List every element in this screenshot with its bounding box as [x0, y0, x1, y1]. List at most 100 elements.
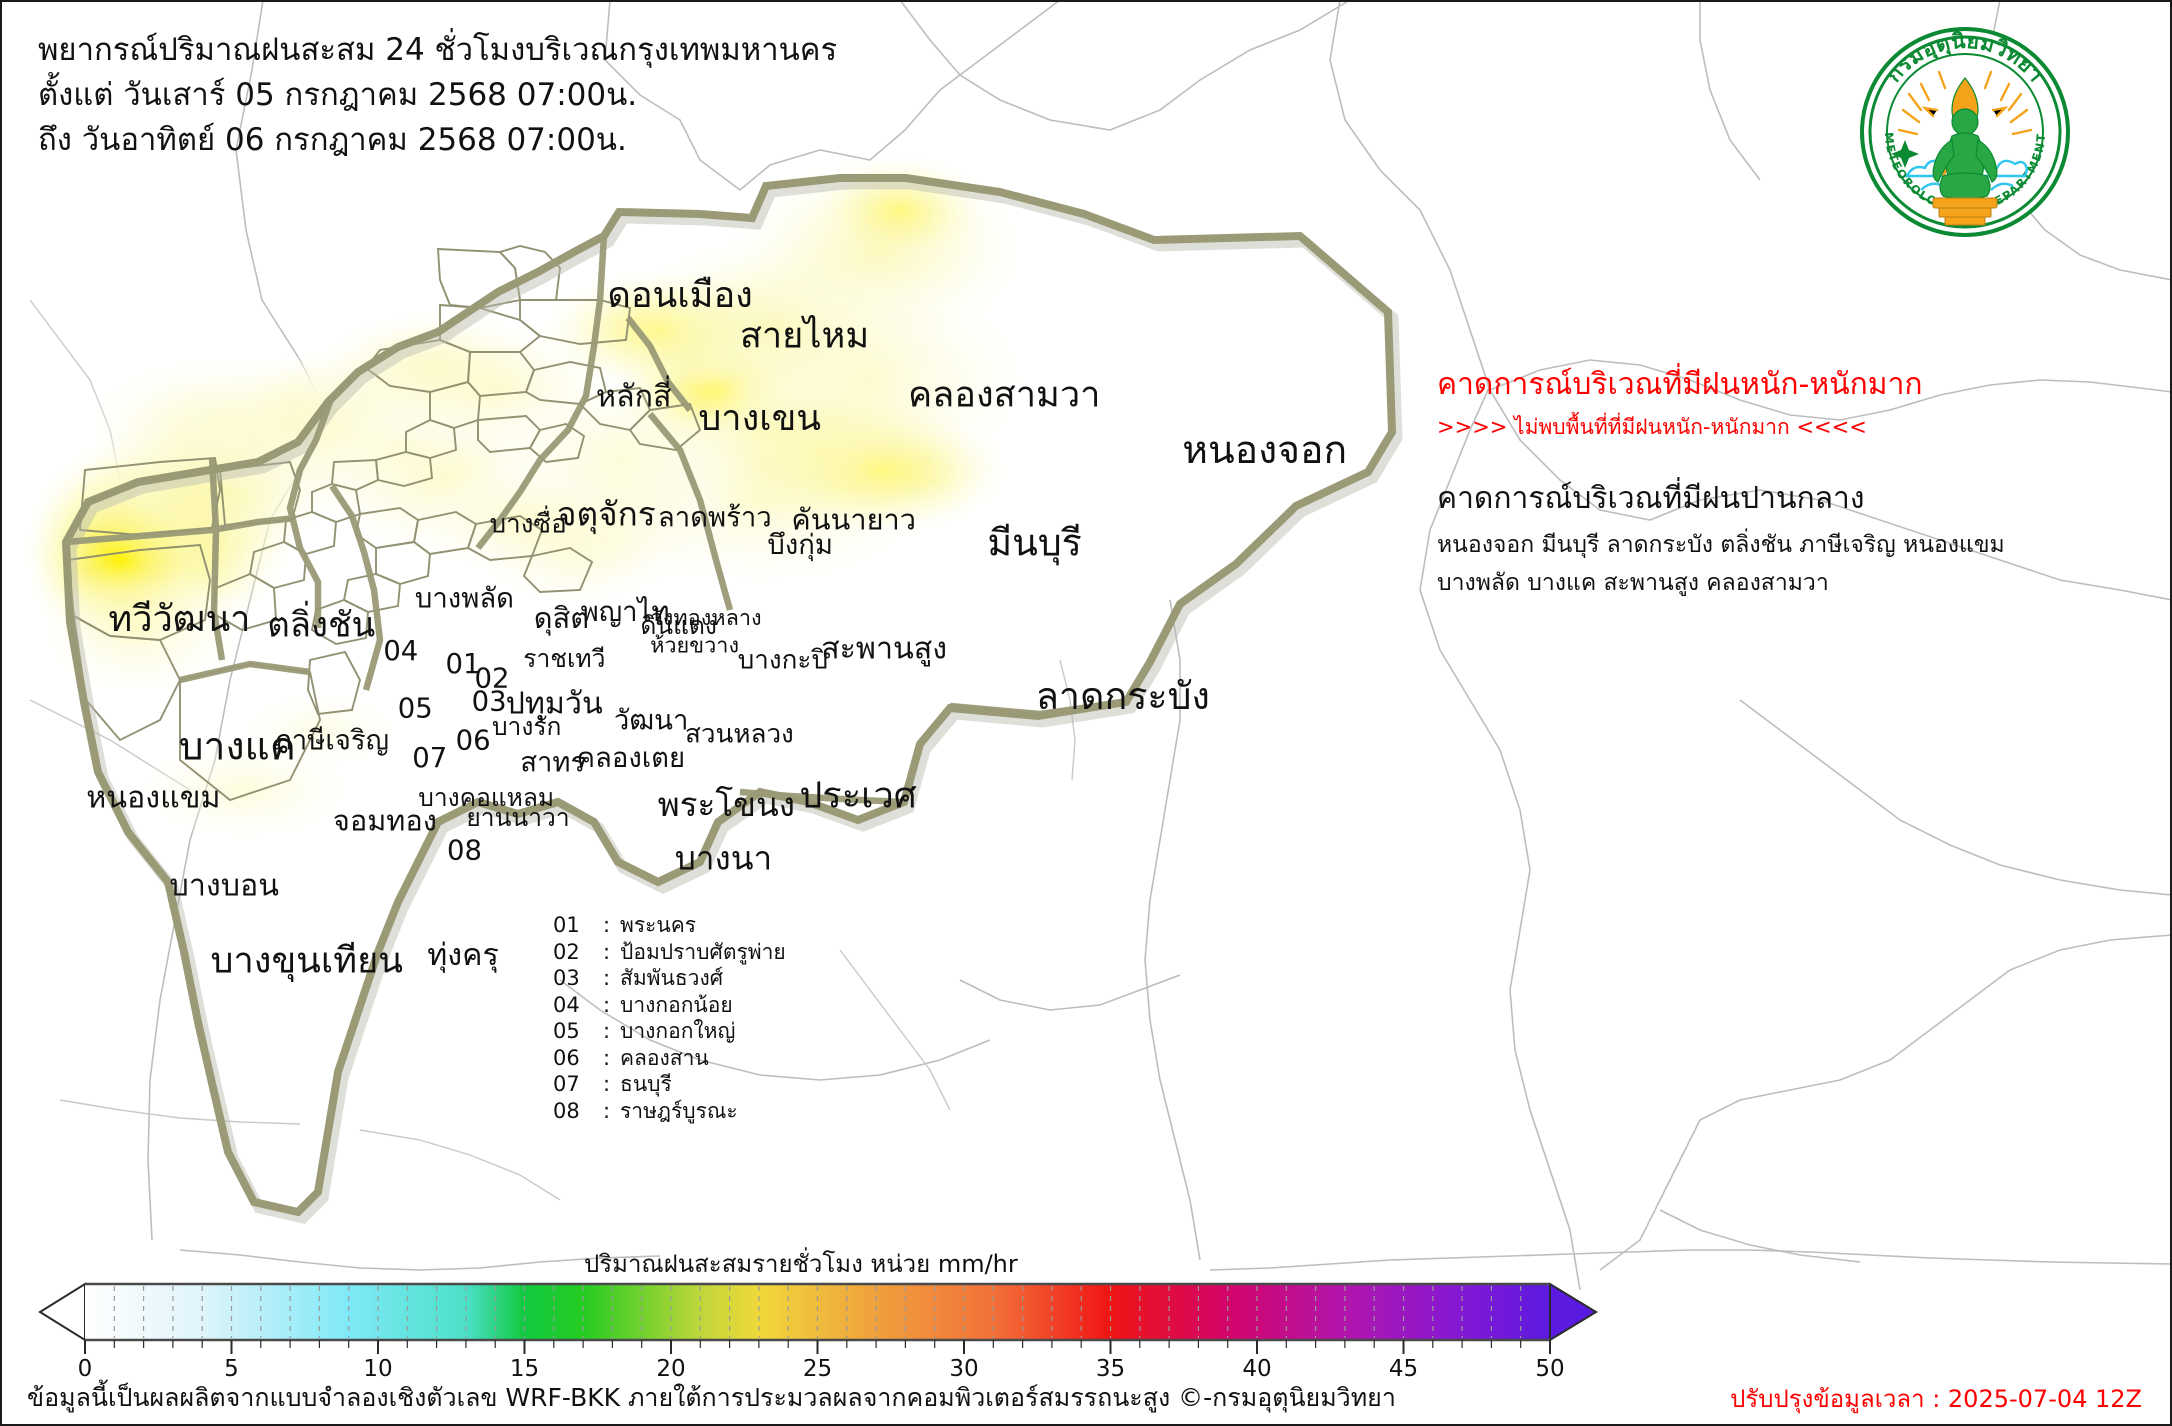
map-label: สวนหลวง [685, 719, 794, 749]
forecast-start-time: ตั้งแต่ วันเสาร์ 05 กรกฎาคม 2568 07:00น. [38, 77, 638, 113]
map-label: ดินแดง [640, 611, 717, 640]
district-number: 07 [553, 1072, 580, 1096]
colorbar-tick-label: 30 [949, 1356, 978, 1381]
numbered-district-row: 06: คลองสาน [553, 1045, 786, 1072]
footer-source-text: ข้อมูลนี้เป็นผลผลิตจากแบบจำลองเชิงตัวเลข… [27, 1383, 1396, 1412]
map-label: จอมทอง [333, 804, 437, 838]
colorbar-tick-label: 20 [656, 1356, 685, 1381]
map-label: คลองสามวา [908, 373, 1101, 416]
map-label: ทุ่งครุ [427, 938, 499, 974]
district-separator: : [603, 966, 611, 990]
colorbar-tick-label: 35 [1096, 1356, 1125, 1381]
colorbar-tick-label: 10 [363, 1356, 392, 1381]
colorbar-block: ปริมาณฝนสะสมรายชั่วโมง หน่วย mm/hr 0 5 10 1… [0, 1244, 1620, 1384]
colorbar-tick-label: 45 [1389, 1356, 1418, 1381]
district-separator: : [603, 992, 611, 1017]
district-separator: : [603, 1019, 611, 1043]
colorbar-title: ปริมาณฝนสะสมรายชั่วโมง หน่วย mm/hr [584, 1250, 1018, 1278]
map-label: บางรัก [492, 712, 562, 741]
map-label: บางแค [179, 725, 296, 770]
numbered-district-row: 02: ป้อมปราบศัตรูพ่าย [553, 939, 786, 966]
map-label: ประเวศ [799, 773, 916, 816]
map-label: บางคอแหลม [418, 783, 554, 812]
map-label: หนองแขม [86, 780, 220, 815]
footer-update-time: ปรับปรุงข้อมูลเวลา : 2025-07-04 12Z [1730, 1385, 2142, 1413]
district-number: 04 [553, 992, 580, 1017]
map-label: บางขุนเทียน [211, 938, 403, 982]
moderate-rain-districts-line-1: หนองจอก มีนบุรี ลาดกระบัง ตลิ่งชัน ภาษีเ… [1437, 532, 2005, 558]
map-label: 01 [446, 648, 481, 680]
map-label: บางเขน [698, 396, 821, 439]
map-label: บางพลัด [415, 583, 514, 615]
map-label: สาทร [520, 746, 585, 778]
district-number: 05 [553, 1019, 580, 1043]
map-label: 07 [412, 742, 447, 774]
numbered-district-row: 03: สัมพันธวงศ์ [553, 965, 786, 992]
page-title: พยากรณ์ปริมาณฝนสะสม 24 ชั่วโมงบริเวณกรุง… [38, 32, 838, 68]
forecast-summary-panel: คาดการณ์บริเวณที่มีฝนหนัก-หนักมาก >>>> ไ… [1437, 366, 2137, 602]
numbered-district-legend: 01: พระนคร 02: ป้อมปราบศัตรูพ่าย 03: สัมพันธว… [553, 912, 786, 1124]
map-label: ตลิ่งชัน [267, 601, 375, 646]
colorbar-tick-label: 50 [1535, 1356, 1564, 1381]
map-label: สะพานสูง [821, 631, 947, 666]
map-label: 02 [474, 662, 509, 694]
district-separator: : [603, 1072, 611, 1096]
district-name: สัมพันธวงศ์ [620, 966, 724, 990]
numbered-district-row: 07: ธนบุรี [553, 1071, 786, 1098]
map-label: วังทองหลาง [651, 606, 762, 631]
colorbar-tick-label: 5 [224, 1356, 239, 1381]
footer-bar: ข้อมูลนี้เป็นผลผลิตจากแบบจำลองเชิงตัวเลข… [0, 1372, 2172, 1424]
map-label: บางกะปิ [738, 646, 828, 676]
district-name: ธนบุรี [620, 1072, 672, 1096]
map-label: ยานนาวา [466, 803, 569, 832]
map-label: ภาษีเจริญ [274, 725, 389, 757]
forecast-end-time: ถึง วันอาทิตย์ 06 กรกฎาคม 2568 07:00น. [38, 122, 627, 158]
map-label: บึงกุ่ม [767, 529, 833, 562]
map-label: 08 [447, 835, 482, 867]
district-name: คลองสาน [620, 1045, 709, 1070]
header-block: พยากรณ์ปริมาณฝนสะสม 24 ชั่วโมงบริเวณกรุง… [38, 28, 837, 163]
numbered-district-row: 04: บางกอกน้อย [553, 992, 786, 1019]
map-label: สายไหม [740, 313, 869, 356]
map-label: ทวีวัฒนา [108, 597, 250, 640]
colorbar-tick-label: 40 [1242, 1356, 1271, 1381]
district-number: 03 [553, 966, 580, 990]
district-number: 08 [553, 1098, 580, 1123]
map-label: บางบอน [170, 869, 280, 904]
district-separator: : [603, 1098, 611, 1123]
district-name: บางกอกน้อย [620, 992, 733, 1017]
moderate-rain-heading: คาดการณ์บริเวณที่มีฝนปานกลาง [1437, 481, 1865, 516]
map-label: พญาไท [581, 596, 670, 628]
district-name: ราษฎร์บูรณะ [620, 1098, 738, 1123]
map-label: หลักสี่ [596, 375, 672, 415]
district-separator: : [603, 1045, 611, 1070]
map-label: ห้วยขวาง [650, 634, 739, 659]
map-label: จตุจักร [557, 494, 656, 534]
district-number: 01 [553, 913, 580, 937]
district-name: ป้อมปราบศัตรูพ่าย [620, 939, 786, 964]
numbered-district-row: 01: พระนคร [553, 912, 786, 939]
numbered-district-row: 08: ราษฎร์บูรณะ [553, 1098, 786, 1125]
numbered-district-row: 05: บางกอกใหญ่ [553, 1018, 786, 1045]
heavy-rain-heading: คาดการณ์บริเวณที่มีฝนหนัก-หนักมาก [1437, 367, 1923, 402]
colorbar-tick-label: 0 [78, 1356, 93, 1381]
district-separator: : [603, 939, 611, 964]
district-name: บางกอกใหญ่ [620, 1019, 736, 1043]
tmd-seal-logo: กรมอุตุนิยมวิทยา METEOROLOGICAL DEPARTME… [1859, 26, 2071, 238]
district-number: 02 [553, 939, 580, 964]
map-label: ลาดพร้าว [658, 502, 772, 534]
rainfall-colorbar: 0 5 10 15 20 25 30 35 40 45 50 [38, 1282, 1598, 1381]
moderate-rain-districts-line-2: บางพลัด บางแค สะพานสูง คลองสามวา [1437, 570, 1829, 596]
map-label: หนองจอก [1182, 428, 1347, 473]
map-label: 05 [398, 693, 433, 725]
map-label: ราชเทวี [523, 644, 605, 673]
map-label: บางซื่อ [490, 505, 567, 539]
map-label: 04 [383, 635, 418, 667]
map-label: 03 [472, 685, 507, 717]
colorbar-tick-label: 15 [510, 1356, 539, 1381]
map-label: มีนบุรี [987, 521, 1082, 566]
